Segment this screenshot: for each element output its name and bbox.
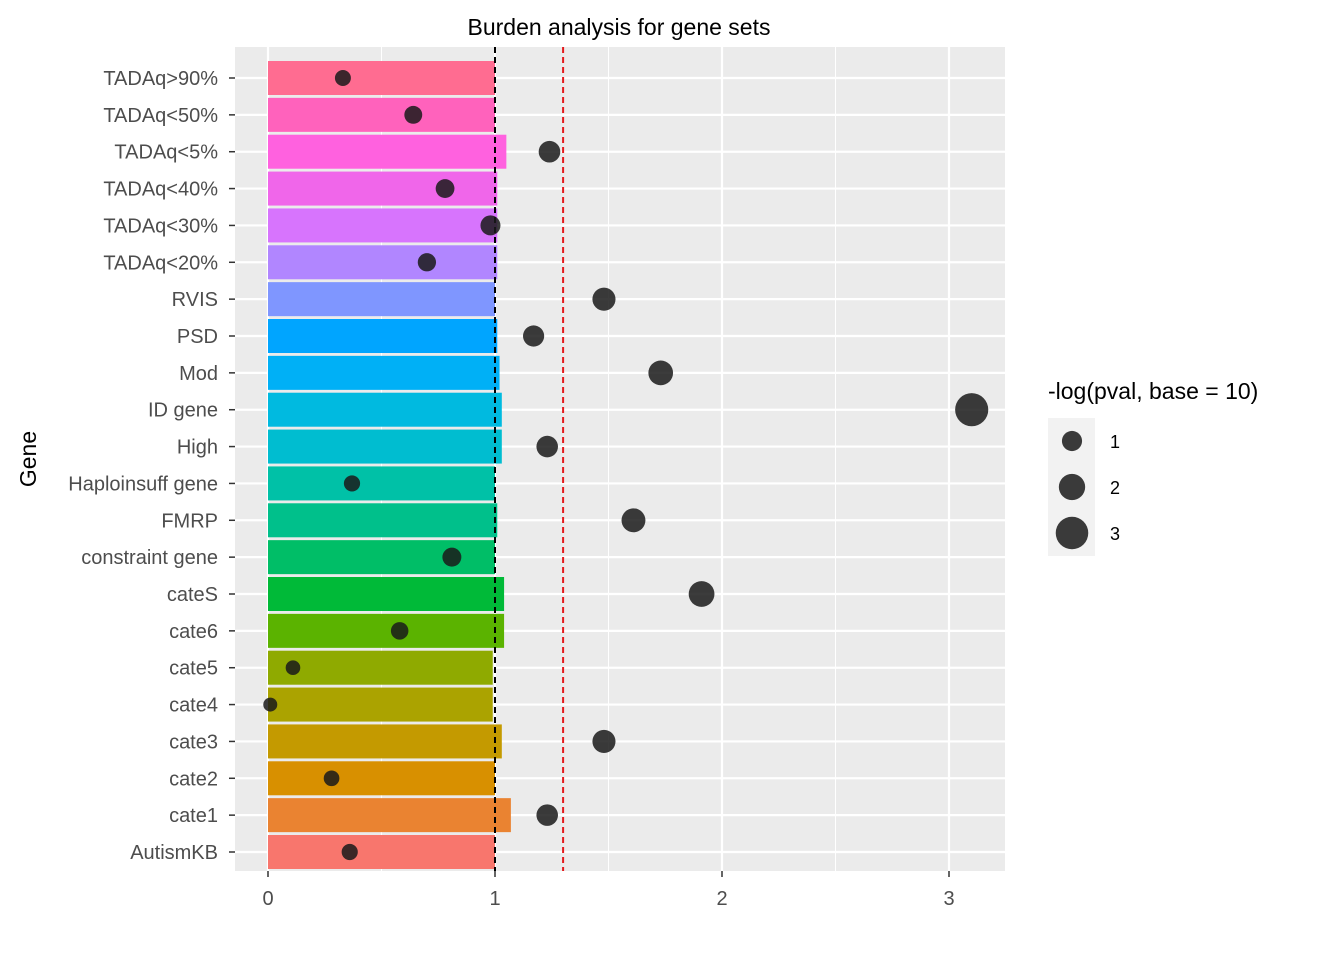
y-tick-label: TADAq>90% [103, 68, 218, 90]
data-point [536, 435, 558, 458]
y-tick-label: AutismKB [130, 842, 218, 864]
y-tick-label: cate1 [169, 805, 218, 827]
x-axis-labels: 0 1 2 3 [262, 871, 955, 910]
bar [268, 835, 495, 869]
bar [268, 355, 500, 390]
bar [268, 687, 493, 722]
data-point [592, 729, 616, 753]
size-legend: -log(pval, base = 10) 1 2 3 [1048, 378, 1258, 556]
y-tick-label: TADAq<5% [114, 142, 218, 164]
y-tick-label: Haploinsuff gene [68, 473, 218, 495]
y-tick-label: cate2 [169, 768, 218, 790]
bar [268, 97, 495, 132]
bar [268, 466, 495, 501]
x-tick-label: 0 [262, 888, 273, 910]
bar [268, 245, 498, 280]
data-point [341, 843, 358, 861]
bar [268, 392, 502, 427]
bar [268, 134, 507, 169]
data-point [688, 581, 715, 607]
y-tick-label: High [177, 437, 218, 459]
y-tick-label: ID gene [148, 400, 218, 422]
data-point [648, 360, 674, 386]
reference-lines [494, 47, 565, 871]
bar [268, 798, 511, 833]
y-tick-label: constraint gene [81, 547, 218, 569]
bar [268, 208, 498, 243]
y-tick-label: TADAq<40% [103, 179, 218, 201]
data-point [435, 179, 455, 198]
y-tick-label: cate6 [169, 621, 218, 643]
bar [268, 724, 502, 759]
data-point [536, 804, 558, 826]
legend-label: 1 [1110, 432, 1120, 452]
bar [268, 429, 502, 464]
bar [268, 171, 498, 206]
bar [268, 503, 498, 538]
y-tick-label: TADAq<20% [103, 252, 218, 274]
data-point [480, 215, 501, 236]
data-point [404, 105, 423, 124]
data-point [285, 660, 301, 676]
legend-label: 3 [1110, 524, 1120, 544]
y-tick-label: TADAq<50% [103, 105, 218, 127]
bar [268, 61, 495, 95]
data-point [343, 475, 361, 492]
y-tick-label: Mod [179, 363, 218, 385]
bar [268, 319, 498, 353]
bar [268, 761, 495, 796]
points-layer [263, 70, 989, 861]
y-tick-label: cate4 [169, 695, 218, 717]
data-point [334, 70, 351, 86]
legend-key-point [1058, 473, 1086, 501]
y-tick-label: cateS [167, 584, 218, 606]
bar [268, 650, 493, 685]
y-tick-label: FMRP [161, 510, 218, 532]
data-point [955, 393, 989, 427]
y-axis-labels: TADAq>90% TADAq<50% TADAq<5% TADAq<40% TADAq… [68, 68, 235, 864]
legend-label: 2 [1110, 478, 1120, 498]
x-tick-label: 2 [716, 888, 727, 910]
y-tick-label: TADAq<30% [103, 215, 218, 237]
data-point [323, 770, 340, 787]
x-tick-label: 1 [489, 888, 500, 910]
legend-title: -log(pval, base = 10) [1048, 378, 1258, 404]
data-point [538, 140, 561, 163]
data-point [592, 287, 616, 311]
bar [268, 613, 505, 648]
data-point [417, 253, 437, 272]
x-tick-label: 3 [943, 888, 954, 910]
data-point [621, 508, 646, 533]
data-point [442, 547, 462, 567]
legend-key-point [1061, 430, 1083, 452]
bars-layer [268, 61, 511, 869]
chart-title: Burden analysis for gene sets [467, 14, 770, 40]
y-tick-label: cate3 [169, 731, 218, 753]
data-point [522, 325, 545, 347]
data-point [263, 697, 278, 712]
legend-key-point [1055, 516, 1089, 550]
y-axis-title: Gene [15, 431, 41, 487]
bar [268, 577, 505, 611]
y-tick-label: RVIS [172, 289, 218, 311]
data-point [390, 622, 409, 640]
y-tick-label: cate5 [169, 658, 218, 680]
bar [268, 282, 495, 317]
y-tick-label: PSD [177, 326, 218, 348]
